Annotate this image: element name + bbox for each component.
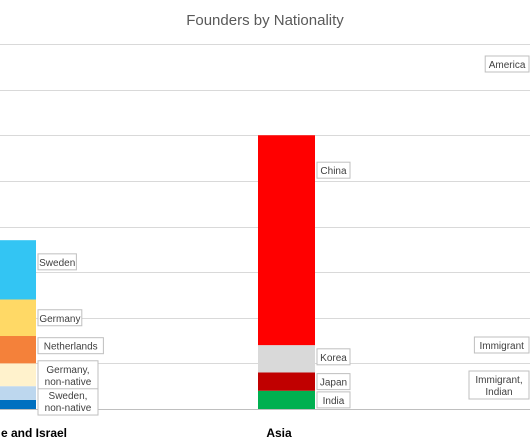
data-label-korea: Korea xyxy=(316,348,351,366)
bars xyxy=(0,135,315,409)
bar-asia-india xyxy=(258,390,315,409)
side-label-immigrant-indian-text: Immigrant, xyxy=(475,375,522,386)
data-label-korea-text: Korea xyxy=(320,353,347,364)
data-label-japan: Japan xyxy=(316,373,351,391)
data-label-germany: Germany xyxy=(37,309,83,327)
side-label-immigrant-indian-box xyxy=(468,370,530,400)
side-label-america-box xyxy=(484,55,530,73)
category-label-e-and-israel: e and Israel xyxy=(1,426,67,440)
bar-e-and-israel- xyxy=(0,399,36,409)
data-label-korea-box xyxy=(316,348,351,366)
data-label-germany-text: Germany xyxy=(39,314,80,325)
data-label-germany-non-native-text: Germany, xyxy=(46,365,89,376)
data-label-china-box xyxy=(316,161,351,179)
side-label-america: America xyxy=(484,55,530,73)
data-label-japan-box xyxy=(316,373,351,391)
side-label-america-text: America xyxy=(489,60,526,71)
bar-asia-china xyxy=(258,135,315,346)
data-label-india-text: India xyxy=(323,396,345,407)
bar-asia-korea xyxy=(258,345,315,373)
side-label-immigrant: Immigrant xyxy=(473,336,530,354)
data-label-india: India xyxy=(316,391,351,409)
data-label-sweden-non-native-text: non-native xyxy=(45,403,92,414)
category-label-asia: Asia xyxy=(266,426,292,440)
category-labels: e and Israel Asia xyxy=(1,426,292,440)
data-label-germany-non-native-text: non-native xyxy=(45,377,92,388)
bar-e-and-israel-netherlands xyxy=(0,336,36,364)
side-label-immigrant-indian: Immigrant,Indian xyxy=(468,370,530,400)
chart-title: Founders by Nationality xyxy=(186,12,344,29)
side-label-immigrant-text: Immigrant xyxy=(479,341,524,352)
bar-asia-japan xyxy=(258,372,315,391)
bar-e-and-israel-sweden-non-native xyxy=(0,386,36,400)
data-label-india-box xyxy=(316,391,351,409)
data-label-germany-non-native-box xyxy=(37,360,99,390)
data-label-germany-box xyxy=(37,309,83,327)
data-label-netherlands-text: Netherlands xyxy=(44,342,98,353)
side-label-immigrant-indian-text: Indian xyxy=(485,387,512,398)
data-label-netherlands-box xyxy=(37,337,104,355)
data-label-sweden-text: Sweden xyxy=(39,258,75,269)
data-label-sweden-non-native: Sweden,non-native xyxy=(37,386,99,416)
bar-e-and-israel-germany-non-native xyxy=(0,363,36,387)
data-label-china-text: China xyxy=(320,166,347,177)
data-label-sweden-non-native-text: Sweden, xyxy=(49,391,88,402)
bar-e-and-israel-sweden xyxy=(0,240,36,300)
bar-e-and-israel-germany xyxy=(0,299,36,336)
data-label-china: China xyxy=(316,161,351,179)
data-label-sweden: Sweden xyxy=(37,253,77,271)
data-label-netherlands: Netherlands xyxy=(37,337,104,355)
data-label-sweden-box xyxy=(37,253,77,271)
data-labels: Sweden,non-nativeGermany,non-nativeNethe… xyxy=(37,55,530,416)
data-label-germany-non-native: Germany,non-native xyxy=(37,360,99,390)
side-label-immigrant-box xyxy=(473,336,530,354)
data-label-japan-text: Japan xyxy=(320,378,347,389)
